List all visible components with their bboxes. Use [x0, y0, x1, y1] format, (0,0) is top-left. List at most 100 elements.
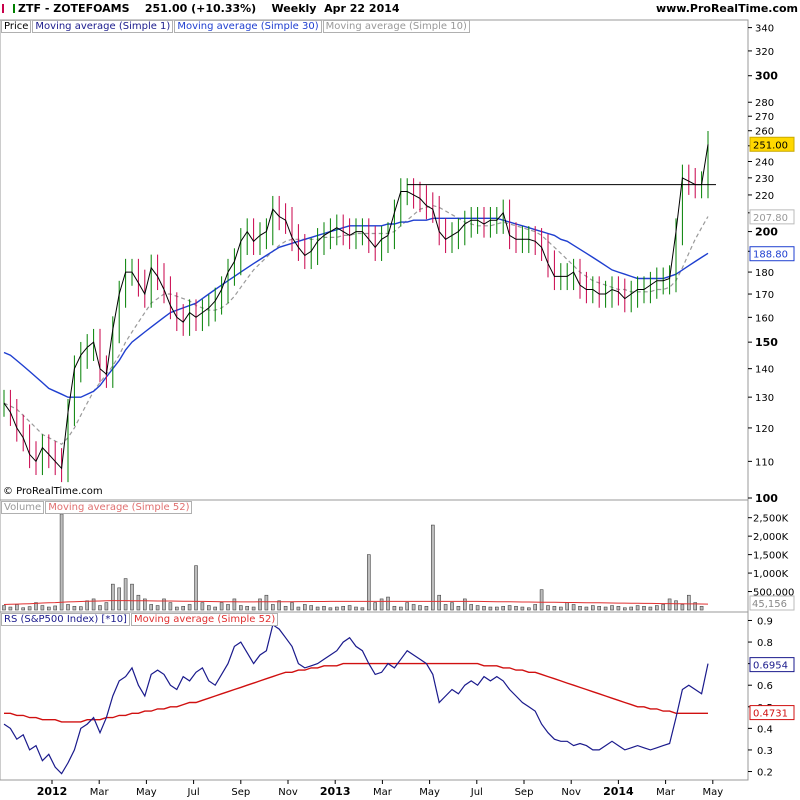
- x-tick-label: May: [702, 787, 723, 798]
- price-y-axis: 1001101201301401501601701801902002102202…: [748, 24, 778, 505]
- volume-bar: [654, 605, 659, 611]
- price-tag-box: [749, 136, 795, 152]
- volume-bar: [686, 594, 691, 611]
- rs-y-axis: 0.20.30.40.50.60.70.80.9: [748, 616, 773, 779]
- header-left: ZTF - ZOTEFOAMS 251.00 (+10.33%) Weekly …: [2, 2, 400, 15]
- volume-bar: [187, 604, 192, 611]
- volume-bar: [475, 605, 480, 611]
- rs-tick-label: 0.9: [757, 616, 773, 627]
- volume-bar: [360, 607, 365, 611]
- rs-tick-label: 0.4: [757, 724, 773, 735]
- volume-bar: [616, 606, 621, 611]
- volume-bar: [584, 606, 589, 611]
- volume-tag-label: 45,156: [752, 599, 787, 610]
- volume-bar: [462, 598, 467, 611]
- volume-y-axis: 500,000 1,000K 1,500K 2,000K 2,500K: [748, 514, 794, 599]
- volume-bar: [501, 606, 506, 611]
- volume-bar: [46, 606, 51, 611]
- rs-ma-line: [4, 662, 708, 723]
- rs-tag-box: [749, 657, 795, 673]
- volume-bar: [482, 606, 486, 611]
- price-tick-label: 220: [755, 191, 774, 202]
- rs-tags-layer: 0.6954 0.4731: [749, 657, 795, 721]
- volume-bar: [507, 605, 512, 611]
- rs-tick-label: 0.8: [757, 638, 773, 649]
- volume-bar: [558, 606, 563, 611]
- rs-legend: RS (S&P500 Index) [*10] Moving average (…: [1, 613, 279, 626]
- ma10-layer: [3, 204, 709, 446]
- price-tick-label: 150: [755, 336, 778, 349]
- price-tick-label: 230: [755, 174, 774, 185]
- volume-bar: [648, 606, 653, 611]
- legend-volume[interactable]: Volume: [1, 501, 45, 514]
- x-tick-label: 2012: [37, 785, 68, 798]
- price-change-label: 251.00 (+10.33%): [144, 2, 257, 15]
- volume-bar: [354, 606, 358, 611]
- volume-bar: [34, 602, 38, 611]
- price-tag-box: [749, 246, 795, 262]
- volume-bar: [245, 606, 249, 611]
- volume-bars-layer: [2, 513, 704, 611]
- legend-ma10[interactable]: Moving average (Simple 10): [322, 20, 470, 33]
- volume-bar: [315, 606, 320, 611]
- price-panel: 1001101201301401501601701801902002102202…: [0, 19, 795, 505]
- volume-bar: [8, 606, 13, 611]
- price-tick-label: 320: [755, 47, 774, 58]
- price-tick-label: 240: [755, 157, 774, 168]
- legend-rs-ma[interactable]: Moving average (Simple 52): [130, 613, 279, 626]
- symbol-label: ZTF - ZOTEFOAMS: [18, 2, 130, 15]
- volume-bar: [418, 605, 422, 611]
- legend-price[interactable]: Price: [1, 20, 32, 33]
- volume-bar: [405, 602, 410, 611]
- legend-ma1[interactable]: Moving average (Simple 1): [32, 20, 174, 33]
- volume-bar: [322, 606, 326, 611]
- legend-rs[interactable]: RS (S&P500 Index) [*10]: [1, 613, 130, 626]
- price-tick-label: 120: [755, 424, 774, 435]
- x-tick-label: May: [419, 787, 440, 798]
- period-label: Weekly: [271, 2, 317, 15]
- volume-bar: [117, 587, 121, 611]
- volume-bar: [469, 604, 474, 611]
- volume-bar: [213, 606, 217, 611]
- price-tick-label: 110: [755, 457, 774, 468]
- volume-bar: [98, 605, 102, 611]
- volume-tick-label: 2,500K: [753, 514, 789, 525]
- volume-bar: [226, 604, 230, 611]
- price-tick-label: 260: [755, 127, 774, 138]
- price-tick-label: 300: [755, 70, 778, 83]
- volume-ma-line: [3, 600, 709, 605]
- site-label: www.ProRealTime.com: [655, 2, 798, 15]
- volume-bar: [526, 607, 531, 611]
- volume-bar: [79, 606, 83, 611]
- volume-bar: [603, 606, 608, 611]
- legend-ma30[interactable]: Moving average (Simple 30): [174, 20, 322, 33]
- price-tick-label: 140: [755, 365, 774, 376]
- volume-bar: [15, 604, 19, 611]
- volume-bar: [488, 606, 493, 611]
- volume-bar: [207, 605, 211, 611]
- volume-bar: [162, 598, 166, 611]
- price-tick-label: 280: [755, 98, 774, 109]
- volume-tick-label: 500,000: [753, 588, 794, 599]
- volume-bar: [53, 605, 58, 611]
- price-tags-layer: 251.00 207.80 188.80: [749, 136, 795, 262]
- volume-tags-layer: 45,156: [749, 595, 795, 611]
- rs-tag-label: 0.6954: [753, 661, 788, 672]
- volume-bar: [239, 605, 243, 611]
- volume-bar: [347, 605, 352, 611]
- volume-bar: [552, 606, 557, 611]
- volume-bar: [328, 607, 333, 611]
- volume-bar: [149, 604, 153, 611]
- legend-volume-ma[interactable]: Moving average (Simple 52): [45, 501, 193, 514]
- x-tick-label: Sep: [231, 787, 250, 798]
- volume-ma-layer: [3, 600, 709, 605]
- volume-bar: [123, 578, 128, 611]
- price-bars-layer: [3, 131, 709, 483]
- volume-bar: [59, 513, 64, 611]
- volume-bar: [309, 605, 314, 611]
- volume-bar: [680, 604, 685, 611]
- rs-tick-label: 0.3: [757, 746, 773, 757]
- volume-panel: 500,000 1,000K 1,500K 2,000K 2,500K 45,156: [0, 499, 795, 613]
- price-tick-label: 170: [755, 290, 774, 301]
- header-bar: ZTF - ZOTEFOAMS 251.00 (+10.33%) Weekly …: [0, 0, 800, 20]
